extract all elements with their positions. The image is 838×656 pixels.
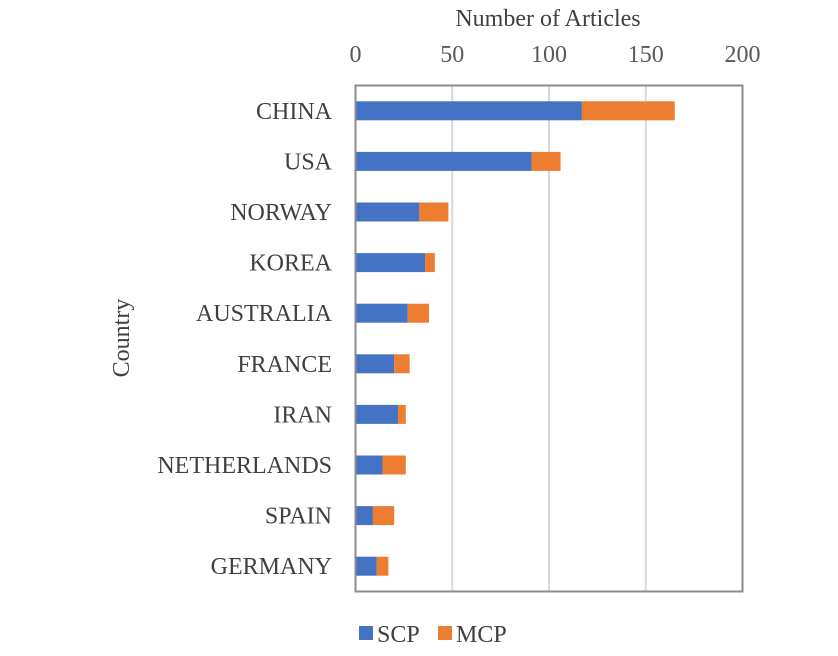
legend-label-mcp: MCP: [456, 622, 507, 648]
category-labels: CHINA USA NORWAY KOREA AUSTRALIA FRANCE IRAN NE…: [157, 99, 332, 580]
bar-scp-netherlands: [355, 455, 383, 475]
bar-scp-iran: [355, 404, 399, 424]
bar-scp-spain: [355, 506, 373, 526]
bar-scp-korea: [355, 253, 426, 273]
category-label: IRAN: [273, 402, 332, 428]
category-label: CHINA: [256, 99, 333, 125]
bar-mcp-germany: [376, 556, 389, 576]
x-tick-labels: 0 50 100 150 200: [350, 42, 761, 68]
legend-label-scp: SCP: [377, 622, 420, 648]
category-label: GERMANY: [211, 554, 332, 580]
bar-scp-germany: [355, 556, 377, 576]
legend-swatch-mcp: [438, 626, 452, 640]
x-tick-label: 150: [628, 42, 664, 68]
x-tick-label: 50: [440, 42, 464, 68]
category-label: NORWAY: [230, 200, 332, 226]
bar-mcp-korea: [425, 253, 435, 273]
x-axis-title: Number of Articles: [455, 6, 640, 32]
bar-mcp-iran: [398, 404, 406, 424]
bar-scp-australia: [355, 303, 408, 323]
bar-mcp-australia: [407, 303, 430, 323]
bar-mcp-netherlands: [382, 455, 406, 475]
x-tick-label: 100: [531, 42, 567, 68]
y-axis-title: Country: [109, 299, 135, 378]
bars: [355, 101, 675, 576]
bar-scp-china: [355, 101, 582, 121]
bar-scp-france: [355, 354, 395, 374]
bar-scp-norway: [355, 202, 420, 222]
bar-mcp-usa: [531, 151, 561, 171]
bar-mcp-france: [394, 354, 410, 374]
category-label: KOREA: [249, 251, 332, 277]
legend: SCP MCP: [359, 622, 507, 648]
category-label: SPAIN: [265, 504, 332, 530]
legend-swatch-scp: [359, 626, 373, 640]
bar-mcp-spain: [372, 506, 395, 526]
plot-frame: [354, 84, 744, 593]
x-tick-label: 200: [725, 42, 761, 68]
bar-mcp-china: [581, 101, 675, 121]
category-label: USA: [284, 149, 333, 175]
bar-mcp-norway: [419, 202, 449, 222]
x-tick-label: 0: [350, 42, 362, 68]
category-label: AUSTRALIA: [196, 301, 333, 327]
category-label: FRANCE: [237, 352, 332, 378]
bar-scp-usa: [355, 151, 532, 171]
category-label: NETHERLANDS: [157, 453, 332, 479]
